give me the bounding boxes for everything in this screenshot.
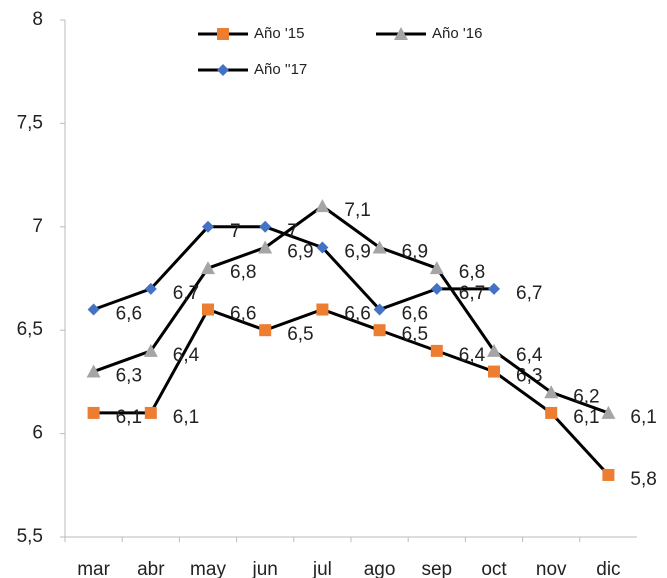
data-point [144,282,157,295]
data-point [372,240,387,254]
data-label: 6,6 [230,304,256,325]
data-point [429,261,444,275]
legend-marker [217,64,229,76]
x-tick-label: mar [77,559,110,578]
data-label: 6,7 [516,283,542,304]
data-point [259,324,272,337]
data-point [201,261,215,275]
data-point [430,282,443,295]
data-point [316,241,329,254]
data-label: 6,1 [116,407,142,428]
series-line [93,204,609,415]
data-point [202,220,214,233]
data-label: 6,9 [344,241,370,262]
y-tick-label: 6 [32,423,43,444]
x-tick-label: jul [312,559,332,578]
y-tick-label: 6,5 [17,319,43,340]
data-label: 7 [230,221,241,242]
data-label: 6,5 [402,324,428,345]
data-label: 6,8 [459,262,485,283]
x-tick-label: nov [536,559,567,578]
data-label: 6,6 [116,304,142,325]
x-tick-label: dic [596,559,620,578]
data-label: 6,4 [173,345,200,366]
data-label: 6,7 [459,283,485,304]
x-tick-label: jun [252,559,278,578]
y-tick-label: 5,5 [17,526,43,547]
data-point [601,405,616,419]
data-label: 6,8 [230,262,256,283]
data-point [373,324,386,337]
data-label: 6,9 [402,241,428,262]
data-point [488,365,500,378]
data-label: 6,6 [402,304,428,325]
data-label: 6,1 [573,407,599,428]
data-label: 7,1 [344,200,370,221]
data-label: 6,3 [116,366,142,387]
legend-marker [217,28,229,40]
data-point [430,344,443,357]
data-label: 6,9 [287,241,313,262]
data-point [202,303,214,316]
x-tick-label: ago [364,559,396,578]
data-point [545,406,558,419]
series-line [93,225,494,312]
y-tick-label: 7 [32,216,43,237]
data-label: 5,8 [630,469,656,490]
y-tick-label: 8 [32,9,43,30]
data-label: 6,7 [173,283,199,304]
data-point [373,303,386,316]
legend-label: Año '16 [432,25,482,42]
legend-label: Año ''17 [254,61,307,78]
x-tick-label: sep [421,559,452,578]
data-point [87,406,100,419]
data-label: 6,5 [287,324,313,345]
data-point [487,343,501,357]
y-tick-label: 7,5 [17,112,43,133]
x-tick-label: oct [481,559,507,578]
legend-label: Año '15 [254,25,304,42]
data-point [544,385,559,399]
data-point [258,240,273,254]
data-label: 6,4 [459,345,486,366]
data-label: 6,2 [573,386,599,407]
data-label: 6,1 [630,407,656,428]
data-point [315,199,330,213]
data-point [86,364,101,378]
data-label: 6,1 [173,407,199,428]
legend-marker [394,27,408,40]
series-line [93,307,610,476]
data-point [87,303,100,316]
data-label: 6,6 [344,304,370,325]
data-point [488,282,500,295]
data-label: 7 [287,221,298,242]
data-label: 6,4 [516,345,543,366]
x-tick-label: abr [137,559,165,578]
data-point [259,220,272,233]
data-point [143,343,158,357]
data-point [144,406,157,419]
data-point [316,303,329,316]
x-tick-label: may [190,559,226,578]
data-point [602,468,615,481]
